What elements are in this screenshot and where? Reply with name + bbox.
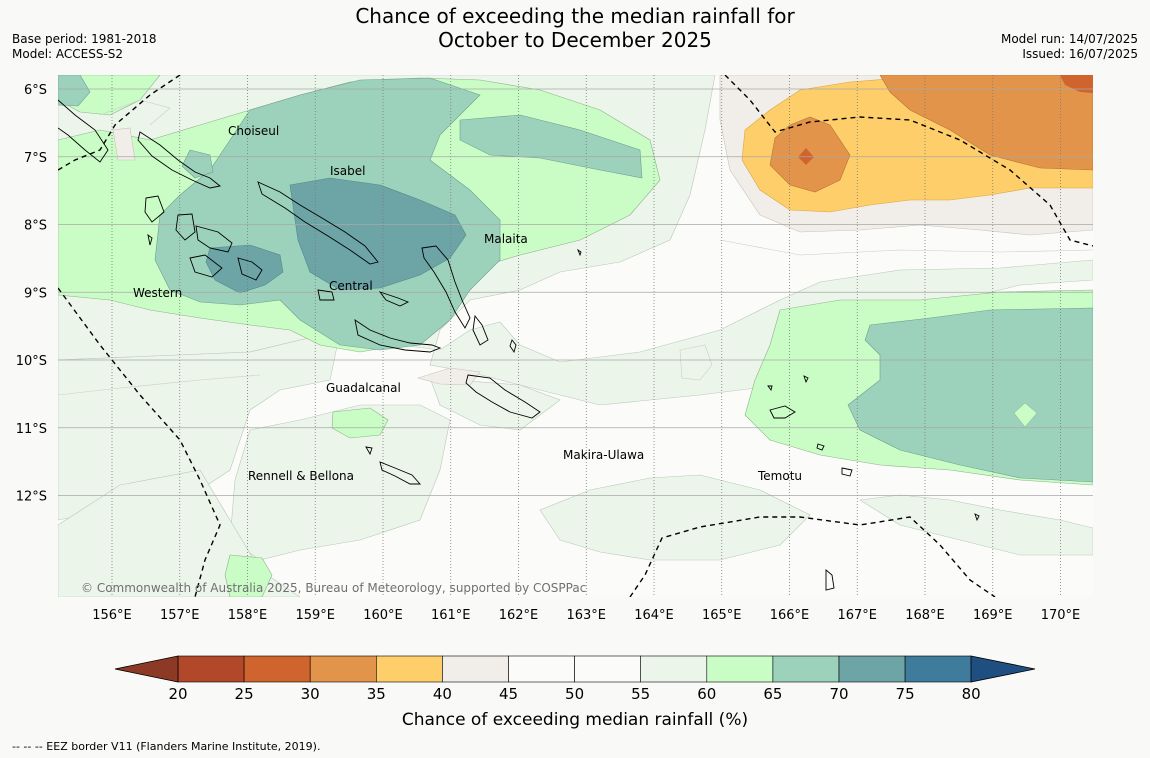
colorbar-cell xyxy=(508,655,575,683)
label-malaita: Malaita xyxy=(484,232,528,246)
model-run-text: Model run: 14/07/2025 xyxy=(1000,32,1138,46)
colorbar-tick-label: 70 xyxy=(829,685,848,700)
longitude-labels: 156°E 157°E 158°E 159°E 160°E 161°E 162°E 163°E… xyxy=(92,608,1080,623)
vella-islands xyxy=(144,195,165,223)
meridian-gridlines xyxy=(111,75,1061,597)
colorbar-tick-label: 65 xyxy=(763,685,782,700)
longitude-label: 160°E xyxy=(363,608,403,623)
longitude-label: 159°E xyxy=(295,608,335,623)
colorbar-under-arrow xyxy=(114,655,179,683)
longitude-label: 161°E xyxy=(431,608,471,623)
label-makira-ulawa: Makira-Ulawa xyxy=(563,448,644,462)
colorbar-tick-label: 60 xyxy=(697,685,716,700)
label-guadalcanal: Guadalcanal xyxy=(326,381,401,395)
colorbar-tick-label: 35 xyxy=(367,685,386,700)
contour-25-30 xyxy=(1060,75,1093,93)
longitude-label: 157°E xyxy=(160,608,200,623)
latitude-label: 6°S xyxy=(24,83,47,98)
eez-border xyxy=(58,75,1093,597)
label-central: Central xyxy=(329,279,373,293)
label-rennell-bellona: Rennell & Bellona xyxy=(248,469,354,483)
map-area: Choiseul Isabel Malaita Western Central … xyxy=(58,75,1093,597)
longitude-label: 162°E xyxy=(499,608,539,623)
new-georgia-group xyxy=(175,213,263,281)
longitude-label: 166°E xyxy=(770,608,810,623)
latitude-label: 7°S xyxy=(24,151,47,166)
colorbar-cell xyxy=(442,655,509,683)
colorbar-over-arrow xyxy=(970,655,1036,683)
coastlines xyxy=(58,99,980,591)
contour-70-75 xyxy=(205,177,467,294)
contour-60-65-inset xyxy=(1013,402,1038,428)
latitude-label: 10°S xyxy=(16,354,47,369)
model-text: Model: ACCESS-S2 xyxy=(12,47,124,61)
malaita-island xyxy=(421,245,489,346)
map-figure: Choiseul Isabel Malaita Western Central … xyxy=(16,75,1093,700)
longitude-label: 158°E xyxy=(228,608,268,623)
colorbar-cells xyxy=(177,655,972,683)
longitude-label: 156°E xyxy=(92,608,132,623)
guadalcanal-island xyxy=(465,374,541,419)
choiseul-island xyxy=(137,131,222,189)
colorbar-cell xyxy=(772,655,840,683)
run-info: Model run: 14/07/2025 Issued: 16/07/2025 xyxy=(1001,32,1138,62)
colorbar-tick-label: 50 xyxy=(565,685,584,700)
label-temotu: Temotu xyxy=(757,469,802,483)
label-western: Western xyxy=(133,286,182,300)
longitude-label: 164°E xyxy=(634,608,674,623)
colorbar-cell xyxy=(706,655,774,683)
colorbar-label: Chance of exceeding median rainfall (%) xyxy=(401,710,749,730)
colorbar-tick-label: 45 xyxy=(499,685,518,700)
isabel-island xyxy=(257,181,379,265)
latitude-labels: 6°S 7°S 8°S 9°S 10°S 11°S 12°S xyxy=(16,83,47,505)
latitude-label: 11°S xyxy=(16,422,47,437)
central-group xyxy=(354,319,442,353)
longitude-label: 170°E xyxy=(1041,608,1081,623)
colorbar-cell xyxy=(375,655,443,683)
colorbar: 20 25 30 35 40 45 50 55 60 65 70 75 80 xyxy=(114,655,1036,700)
base-info: Base period: 1981-2018 Model: ACCESS-S2 xyxy=(12,32,157,62)
colorbar-cell xyxy=(177,655,245,683)
base-period-text: Base period: 1981-2018 xyxy=(12,32,157,46)
nggela-islands xyxy=(317,289,410,307)
label-isabel: Isabel xyxy=(330,164,365,178)
colorbar-cell xyxy=(243,655,311,683)
colorbar-cell xyxy=(574,655,641,683)
colorbar-cell xyxy=(838,655,906,683)
colorbar-cell xyxy=(640,655,708,683)
colorbar-tick-label: 25 xyxy=(235,685,254,700)
longitude-label: 168°E xyxy=(905,608,945,623)
copyright-notice: © Commonwealth of Australia 2025, Bureau… xyxy=(81,581,586,595)
latitude-label: 8°S xyxy=(24,219,47,234)
contour-30-35-east xyxy=(879,75,1093,171)
colorbar-tick-label: 80 xyxy=(962,685,981,700)
colorbar-tick-label: 20 xyxy=(168,685,187,700)
longitude-label: 163°E xyxy=(566,608,606,623)
bougainville-coast xyxy=(58,99,109,163)
parallel-gridlines xyxy=(58,88,1093,496)
province-labels: Choiseul Isabel Malaita Western Central … xyxy=(133,124,802,483)
colorbar-tick-label: 30 xyxy=(301,685,320,700)
colorbar-tick-label: 40 xyxy=(433,685,452,700)
title-line-1: Chance of exceeding the median rainfall … xyxy=(355,4,795,28)
title-line-2: October to December 2025 xyxy=(438,28,712,52)
colorbar-tick-label: 75 xyxy=(896,685,915,700)
colorbar-cell xyxy=(309,655,377,683)
makira-island xyxy=(365,446,422,485)
eez-footnote: -- -- -- EEZ border V11 (Flanders Marine… xyxy=(12,740,321,753)
latitude-label: 9°S xyxy=(24,286,47,301)
santa-cruz-islands xyxy=(767,375,853,477)
longitude-label: 167°E xyxy=(837,608,877,623)
southern-islets xyxy=(147,233,980,591)
latitude-label: 12°S xyxy=(16,490,47,505)
colorbar-tick-labels: 20 25 30 35 40 45 50 55 60 65 70 75 80 xyxy=(168,685,980,700)
longitude-label: 165°E xyxy=(702,608,742,623)
label-choiseul: Choiseul xyxy=(228,124,279,138)
longitude-label: 169°E xyxy=(973,608,1013,623)
issued-text: Issued: 16/07/2025 xyxy=(1022,47,1138,61)
colorbar-cell xyxy=(904,655,972,683)
colorbar-tick-label: 55 xyxy=(631,685,650,700)
faint-contours xyxy=(58,99,1093,396)
map-title: Chance of exceeding the median rainfall … xyxy=(0,4,1150,52)
